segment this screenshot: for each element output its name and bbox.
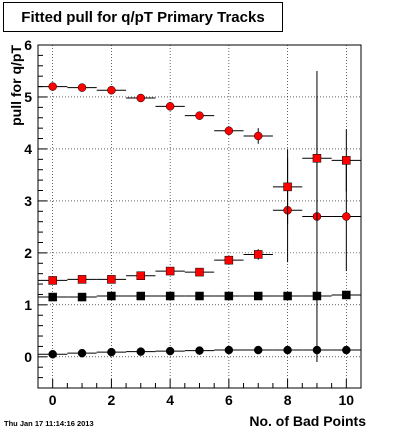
data-point-square	[342, 156, 351, 165]
data-point-circle	[165, 102, 175, 111]
data-point-square	[136, 291, 146, 301]
data-point-square	[283, 182, 292, 192]
data-point-circle	[48, 82, 57, 91]
data-point-square	[165, 266, 175, 276]
data-point-square	[342, 290, 351, 300]
data-point-circle	[136, 93, 146, 103]
data-point-circle	[48, 349, 57, 359]
data-point-circle	[253, 131, 263, 141]
data-point-circle	[195, 346, 204, 355]
data-point-square	[48, 276, 57, 285]
data-point-circle	[77, 83, 87, 92]
y-tick-label: 1	[24, 297, 32, 313]
data-point-square	[253, 291, 263, 301]
y-tick-label: 5	[24, 89, 32, 105]
timestamp: Thu Jan 17 11:14:16 2013	[4, 419, 94, 428]
x-tick-label: 4	[166, 392, 174, 408]
data-point-circle	[107, 347, 116, 357]
x-axis-label: No. of Bad Points	[249, 413, 366, 429]
data-point-circle	[77, 348, 87, 358]
data-point-circle	[253, 345, 263, 355]
chart-title: Fitted pull for q/pT Primary Tracks	[3, 2, 283, 32]
x-tick-label: 10	[339, 392, 355, 408]
data-point-circle	[136, 347, 146, 356]
x-tick-label: 8	[284, 392, 292, 408]
data-point-square	[195, 291, 204, 301]
x-tick-label: 6	[225, 392, 233, 408]
data-points	[38, 70, 361, 363]
data-point-square	[312, 154, 322, 163]
data-point-square	[48, 292, 57, 302]
data-point-circle	[224, 126, 234, 135]
data-point-square	[77, 292, 87, 302]
y-tick-label: 3	[24, 193, 32, 209]
data-point-circle	[224, 345, 234, 355]
data-point-circle	[342, 345, 351, 355]
data-point-square	[195, 267, 204, 277]
data-point-square	[253, 250, 263, 259]
x-tick-label: 2	[108, 392, 116, 408]
y-axis-label: pull for q/pT	[8, 45, 24, 126]
data-point-square	[224, 255, 234, 265]
data-point-circle	[195, 111, 204, 120]
data-point-circle	[107, 85, 116, 95]
data-point-square	[77, 275, 87, 284]
y-tick-label: 6	[24, 37, 32, 53]
data-point-circle	[312, 345, 322, 355]
data-point-circle	[165, 346, 175, 356]
data-point-square	[312, 291, 322, 301]
data-point-square	[107, 291, 116, 301]
x-tick-label: 0	[49, 392, 57, 408]
data-point-circle	[342, 212, 351, 221]
data-point-square	[107, 275, 116, 284]
data-point-circle	[283, 345, 292, 355]
data-point-square	[136, 271, 146, 280]
y-tick-label: 0	[24, 349, 32, 365]
y-tick-label: 4	[24, 141, 32, 157]
data-point-square	[165, 291, 175, 301]
y-tick-label: 2	[24, 245, 32, 261]
data-point-square	[283, 291, 292, 301]
axes: 0 1 2 3 4 5 6 0 2 4 6 8 10	[24, 37, 362, 408]
data-point-square	[224, 291, 234, 301]
